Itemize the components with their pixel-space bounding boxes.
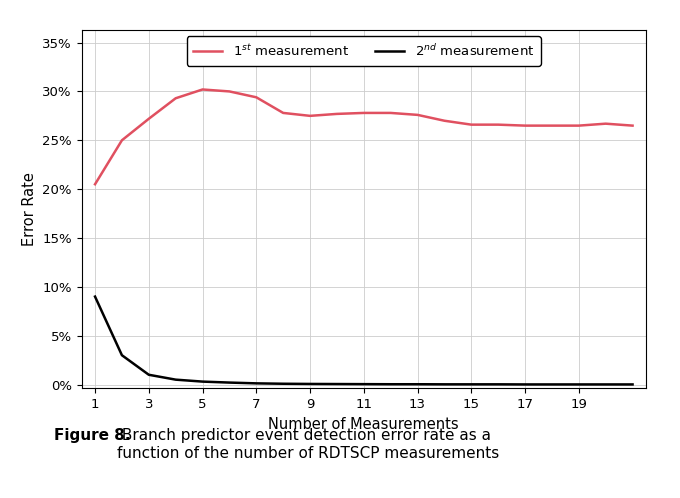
1$^{st}$ measurement xyxy=(441,118,449,124)
2$^{nd}$ measurement xyxy=(628,381,636,387)
1$^{st}$ measurement xyxy=(548,123,556,128)
2$^{nd}$ measurement xyxy=(91,294,99,300)
2$^{nd}$ measurement xyxy=(333,381,341,387)
1$^{st}$ measurement xyxy=(628,123,636,128)
1$^{st}$ measurement xyxy=(521,123,529,128)
2$^{nd}$ measurement xyxy=(225,379,233,385)
2$^{nd}$ measurement xyxy=(521,381,529,387)
2$^{nd}$ measurement xyxy=(252,380,260,386)
Line: 1$^{st}$ measurement: 1$^{st}$ measurement xyxy=(95,90,632,184)
2$^{nd}$ measurement xyxy=(441,381,449,387)
2$^{nd}$ measurement xyxy=(171,376,180,382)
2$^{nd}$ measurement xyxy=(199,378,207,384)
2$^{nd}$ measurement xyxy=(145,372,153,378)
2$^{nd}$ measurement xyxy=(494,381,503,387)
Text: Branch predictor event detection error rate as a
function of the number of RDTSC: Branch predictor event detection error r… xyxy=(117,428,499,461)
2$^{nd}$ measurement xyxy=(279,381,287,387)
2$^{nd}$ measurement xyxy=(413,381,422,387)
1$^{st}$ measurement xyxy=(333,111,341,117)
1$^{st}$ measurement xyxy=(467,122,475,127)
1$^{st}$ measurement xyxy=(171,95,180,101)
1$^{st}$ measurement xyxy=(602,121,610,126)
1$^{st}$ measurement xyxy=(387,110,395,116)
2$^{nd}$ measurement xyxy=(467,381,475,387)
1$^{st}$ measurement xyxy=(494,122,503,127)
X-axis label: Number of Measurements: Number of Measurements xyxy=(269,417,459,432)
2$^{nd}$ measurement xyxy=(118,352,126,358)
1$^{st}$ measurement xyxy=(199,87,207,93)
2$^{nd}$ measurement xyxy=(575,381,583,387)
1$^{st}$ measurement xyxy=(279,110,287,116)
1$^{st}$ measurement xyxy=(306,113,314,119)
2$^{nd}$ measurement xyxy=(548,381,556,387)
Y-axis label: Error Rate: Error Rate xyxy=(22,172,37,246)
1$^{st}$ measurement xyxy=(225,89,233,95)
Text: Figure 8.: Figure 8. xyxy=(54,428,131,443)
1$^{st}$ measurement xyxy=(360,110,368,116)
2$^{nd}$ measurement xyxy=(387,381,395,387)
1$^{st}$ measurement xyxy=(413,112,422,118)
Legend: 1$^{st}$ measurement, 2$^{nd}$ measurement: 1$^{st}$ measurement, 2$^{nd}$ measureme… xyxy=(187,36,541,66)
Line: 2$^{nd}$ measurement: 2$^{nd}$ measurement xyxy=(95,297,632,384)
2$^{nd}$ measurement xyxy=(306,381,314,387)
2$^{nd}$ measurement xyxy=(360,381,368,387)
1$^{st}$ measurement xyxy=(575,123,583,128)
1$^{st}$ measurement xyxy=(91,181,99,187)
2$^{nd}$ measurement xyxy=(602,381,610,387)
1$^{st}$ measurement xyxy=(252,94,260,100)
1$^{st}$ measurement xyxy=(118,137,126,143)
1$^{st}$ measurement xyxy=(145,116,153,122)
